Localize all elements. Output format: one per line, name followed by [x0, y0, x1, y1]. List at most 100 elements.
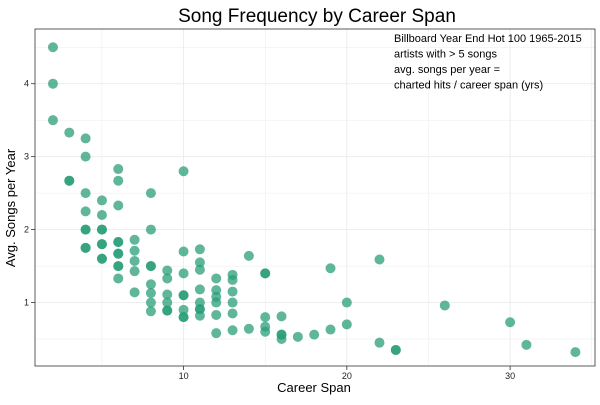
data-point — [227, 297, 238, 308]
data-point — [80, 133, 91, 144]
data-point — [113, 164, 124, 175]
data-point — [129, 234, 140, 245]
data-point — [113, 200, 124, 211]
data-point — [341, 297, 352, 308]
data-point — [211, 309, 222, 320]
data-point — [178, 312, 189, 323]
annotation-text: Billboard Year End Hot 100 1965-2015 arti… — [394, 33, 582, 92]
data-point — [80, 206, 91, 217]
data-point — [194, 264, 205, 275]
data-point — [194, 244, 205, 255]
y-axis-label: Avg. Songs per Year — [3, 148, 18, 267]
data-point — [227, 308, 238, 319]
data-point — [113, 236, 124, 247]
data-point — [178, 290, 189, 301]
data-point — [521, 339, 532, 350]
x-axis-label: Career Span — [277, 380, 351, 395]
annotation-line: artists with > 5 songs — [394, 49, 498, 61]
y-tick-label: 4 — [24, 79, 29, 89]
data-point — [145, 188, 156, 199]
data-point — [309, 329, 320, 340]
data-point — [162, 273, 173, 284]
data-point — [211, 297, 222, 308]
data-points — [47, 42, 581, 358]
data-point — [390, 344, 401, 355]
data-point — [325, 324, 336, 335]
data-point — [194, 310, 205, 321]
annotation-line: charted hits / career span (yrs) — [394, 80, 543, 92]
data-point — [505, 317, 516, 328]
data-point — [260, 312, 271, 323]
annotation-line: Billboard Year End Hot 100 1965-2015 — [394, 33, 582, 45]
data-point — [260, 326, 271, 337]
x-tick-label: 30 — [505, 371, 515, 381]
data-point — [178, 268, 189, 279]
data-point — [243, 323, 254, 334]
data-point — [276, 311, 287, 322]
data-point — [178, 166, 189, 177]
data-point — [96, 253, 107, 264]
data-point — [80, 151, 91, 162]
data-point — [194, 257, 205, 268]
data-point — [113, 175, 124, 186]
data-point — [64, 175, 75, 186]
data-point — [96, 195, 107, 206]
data-point — [178, 304, 189, 315]
y-tick-label: 1 — [24, 298, 29, 308]
data-point — [292, 331, 303, 342]
data-point — [194, 284, 205, 295]
data-point — [47, 78, 58, 89]
plot-panel-border — [34, 28, 596, 367]
data-point — [243, 250, 254, 261]
data-point — [80, 224, 91, 235]
x-tick-label: 10 — [179, 371, 189, 381]
data-point — [129, 287, 140, 298]
data-point — [162, 297, 173, 308]
data-point — [80, 188, 91, 199]
data-point — [145, 306, 156, 317]
data-point — [145, 288, 156, 299]
data-point — [96, 210, 107, 221]
data-point — [145, 297, 156, 308]
data-point — [129, 255, 140, 266]
data-point — [64, 127, 75, 138]
data-point — [80, 242, 91, 253]
axis-ticks: 10 20 30 1 2 3 4 — [24, 79, 515, 381]
data-point — [145, 224, 156, 235]
data-point — [341, 319, 352, 330]
data-point — [162, 289, 173, 300]
data-point — [570, 347, 581, 358]
data-point — [145, 279, 156, 290]
data-point — [113, 261, 124, 272]
data-point — [113, 273, 124, 284]
data-point — [129, 266, 140, 277]
data-point — [47, 115, 58, 126]
x-tick-label: 20 — [342, 371, 352, 381]
data-point — [129, 245, 140, 256]
data-point — [227, 286, 238, 297]
data-point — [227, 325, 238, 336]
y-tick-label: 2 — [24, 225, 29, 235]
chart-title: Song Frequency by Career Span — [178, 6, 456, 27]
data-point — [162, 305, 173, 316]
data-point — [276, 334, 287, 345]
data-point — [227, 274, 238, 285]
data-point — [374, 337, 385, 348]
data-point — [145, 261, 156, 272]
data-point — [178, 246, 189, 257]
data-point — [211, 273, 222, 284]
data-point — [47, 42, 58, 53]
data-point — [439, 300, 450, 311]
data-point — [162, 265, 173, 276]
data-point — [260, 268, 271, 279]
data-point — [325, 263, 336, 274]
annotation-line: avg. songs per year = — [394, 64, 500, 76]
data-point — [374, 254, 385, 265]
data-point — [96, 239, 107, 250]
data-point — [211, 328, 222, 339]
data-point — [96, 224, 107, 235]
y-tick-label: 3 — [24, 152, 29, 162]
data-point — [113, 248, 124, 259]
